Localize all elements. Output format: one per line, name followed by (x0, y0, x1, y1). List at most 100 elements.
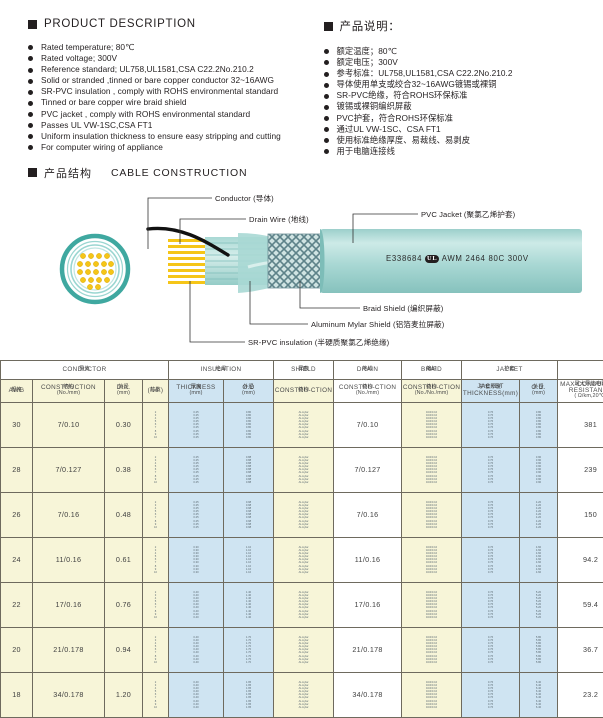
cell-conductor-dia: 1.20 (105, 672, 143, 717)
cell-conductor-dia: 0.61 (105, 537, 143, 582)
ul-file-number: E338684 (386, 254, 422, 263)
description-en-item: Passes UL VW-1SC,CSA FT1 (28, 120, 302, 131)
chinese-section-title: 产品说明： (324, 18, 603, 34)
square-bullet-icon (28, 168, 37, 177)
braid-shield-layer (268, 234, 323, 288)
cell-conductor-dia: 0.30 (105, 402, 143, 447)
description-en-item: For computer wiring of appliance (28, 142, 302, 153)
cell-conductor-construction: 21/0.178 (33, 627, 105, 672)
cable-construction-diagram: E338684 UL AWM 2464 80C 300V Conductor (… (0, 181, 603, 356)
cable-cross-section (62, 236, 128, 302)
callout-sr-pvc-insulation: SR-PVC insulation (半硬质聚氯乙烯绝缘) (248, 337, 389, 348)
cell-conductor-construction: 11/0.16 (33, 537, 105, 582)
ul-awm-text: AWM 2464 80C 300V (442, 254, 529, 263)
cell-awg: 30 (1, 402, 33, 447)
cell-conductor-dia: 0.94 (105, 627, 143, 672)
callout-braid-shield: Braid Shield (编织屏蔽) (363, 303, 443, 314)
cell-awg: 22 (1, 582, 33, 627)
cell-conductor-construction: 7/0.127 (33, 447, 105, 492)
ul-marking-text: E338684 UL AWM 2464 80C 300V (386, 254, 529, 263)
english-section-title: PRODUCT DESCRIPTION (28, 18, 302, 30)
conductor-strands (168, 239, 208, 284)
description-en-item: Rated temperature; 80℃ (28, 42, 302, 53)
description-en-item: Solid or stranded ,tinned or bare copper… (28, 75, 302, 86)
ul-logo-icon: UL (425, 255, 439, 263)
description-cn-item: 通过UL VW-1SC、CSA FT1 (324, 124, 603, 135)
cell-awg: 26 (1, 492, 33, 537)
cell-resistance: 23.2 (558, 672, 603, 717)
cell-awg: 24 (1, 537, 33, 582)
cell-resistance: 59.4 (558, 582, 603, 627)
description-cn-item: 导体使用单支或绞合32~16AWG镀锡或裸铜 (324, 79, 603, 90)
cell-conductor-construction: 7/0.10 (33, 402, 105, 447)
description-cn-item: 参考标准：UL758,UL1581,CSA C22.2No.210.2 (324, 68, 603, 79)
product-description-section: PRODUCT DESCRIPTION Rated temperature; 8… (0, 0, 603, 157)
cell-conductor-dia: 0.48 (105, 492, 143, 537)
description-cn-item: 额定温度；80℃ (324, 46, 603, 57)
description-cn-item: 使用标准绝缘厚度、易裁线、易剥皮 (324, 135, 603, 146)
callout-conductor: Conductor (导体) (215, 193, 274, 204)
description-cn-item: 用于电脑连接线 (324, 146, 603, 157)
callout-pvc-jacket: PVC Jacket (聚氯乙烯护套) (421, 209, 515, 220)
description-cn-item: 额定电压；300V (324, 57, 603, 68)
construction-title-cn: 产品结构 (44, 165, 92, 181)
square-bullet-icon (28, 20, 37, 29)
callout-aluminum-mylar: Aluminum Mylar Shield (铝箔麦拉屏蔽) (311, 319, 444, 330)
cell-conductor-dia: 0.38 (105, 447, 143, 492)
cell-drain: 11/0.16 (334, 537, 402, 582)
description-english-column: PRODUCT DESCRIPTION Rated temperature; 8… (0, 18, 302, 157)
english-title-text: PRODUCT DESCRIPTION (44, 18, 196, 30)
cell-awg: 28 (1, 447, 33, 492)
